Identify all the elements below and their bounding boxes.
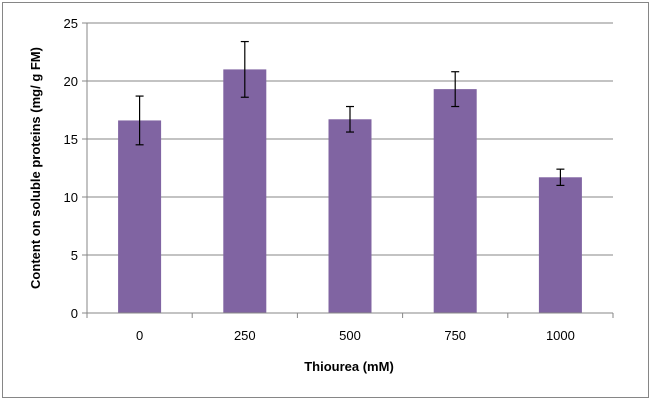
error-bar [556,168,565,186]
y-tick-label: 15 [64,132,78,147]
bars [118,69,582,314]
bar [538,177,582,313]
bar [328,119,372,313]
error-bar [346,105,354,133]
y-tick-label: 10 [64,190,78,205]
y-tick-labels: 0 5 10 15 20 25 [64,16,78,321]
x-tick-label: 750 [444,328,466,343]
y-tick-label: 25 [64,16,78,31]
x-tick-label: 1000 [546,328,575,343]
x-tick-label: 500 [339,328,361,343]
x-tick-label: 0 [136,328,143,343]
error-bar [135,95,144,146]
x-axis-title: Thiourea (mM) [304,359,394,374]
y-axis-title: Content on soluble proteins (mg/ g FM) [28,47,43,289]
axes [82,22,614,318]
bar [118,120,162,313]
bar [223,69,267,314]
error-bars [135,40,565,186]
x-tick-label: 250 [234,328,256,343]
error-bar [451,71,460,108]
error-bar [240,40,249,98]
y-tick-label: 5 [71,248,78,263]
bar [433,89,477,314]
x-tick-labels: 0 250 500 750 1000 [136,328,575,343]
y-tick-label: 20 [64,74,78,89]
y-tick-label: 0 [71,306,78,321]
